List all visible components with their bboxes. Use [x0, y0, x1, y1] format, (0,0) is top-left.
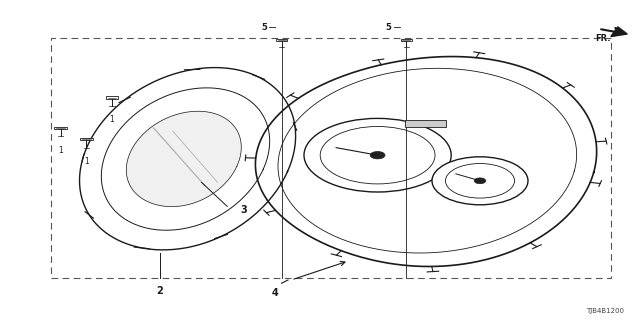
Text: 1: 1	[58, 146, 63, 155]
Bar	[54, 127, 67, 129]
Polygon shape	[126, 111, 241, 207]
Text: TJB4B1200: TJB4B1200	[586, 308, 624, 314]
Polygon shape	[611, 27, 627, 36]
Text: 5: 5	[386, 23, 392, 32]
Text: 5: 5	[261, 23, 267, 32]
Text: 2: 2	[157, 286, 163, 296]
Text: 1: 1	[109, 115, 115, 124]
Bar	[405, 120, 447, 127]
Bar	[106, 96, 118, 99]
Bar	[276, 39, 287, 41]
Polygon shape	[255, 57, 596, 267]
Text: 4: 4	[271, 288, 278, 298]
Bar	[51, 38, 611, 278]
Text: 1: 1	[84, 157, 89, 166]
Circle shape	[304, 118, 451, 192]
Text: 3: 3	[240, 204, 247, 215]
Bar	[80, 138, 93, 140]
Bar	[401, 39, 412, 41]
Text: FR.: FR.	[595, 34, 611, 43]
Circle shape	[474, 178, 486, 184]
Circle shape	[370, 151, 385, 159]
Polygon shape	[79, 68, 296, 250]
Circle shape	[432, 157, 528, 205]
